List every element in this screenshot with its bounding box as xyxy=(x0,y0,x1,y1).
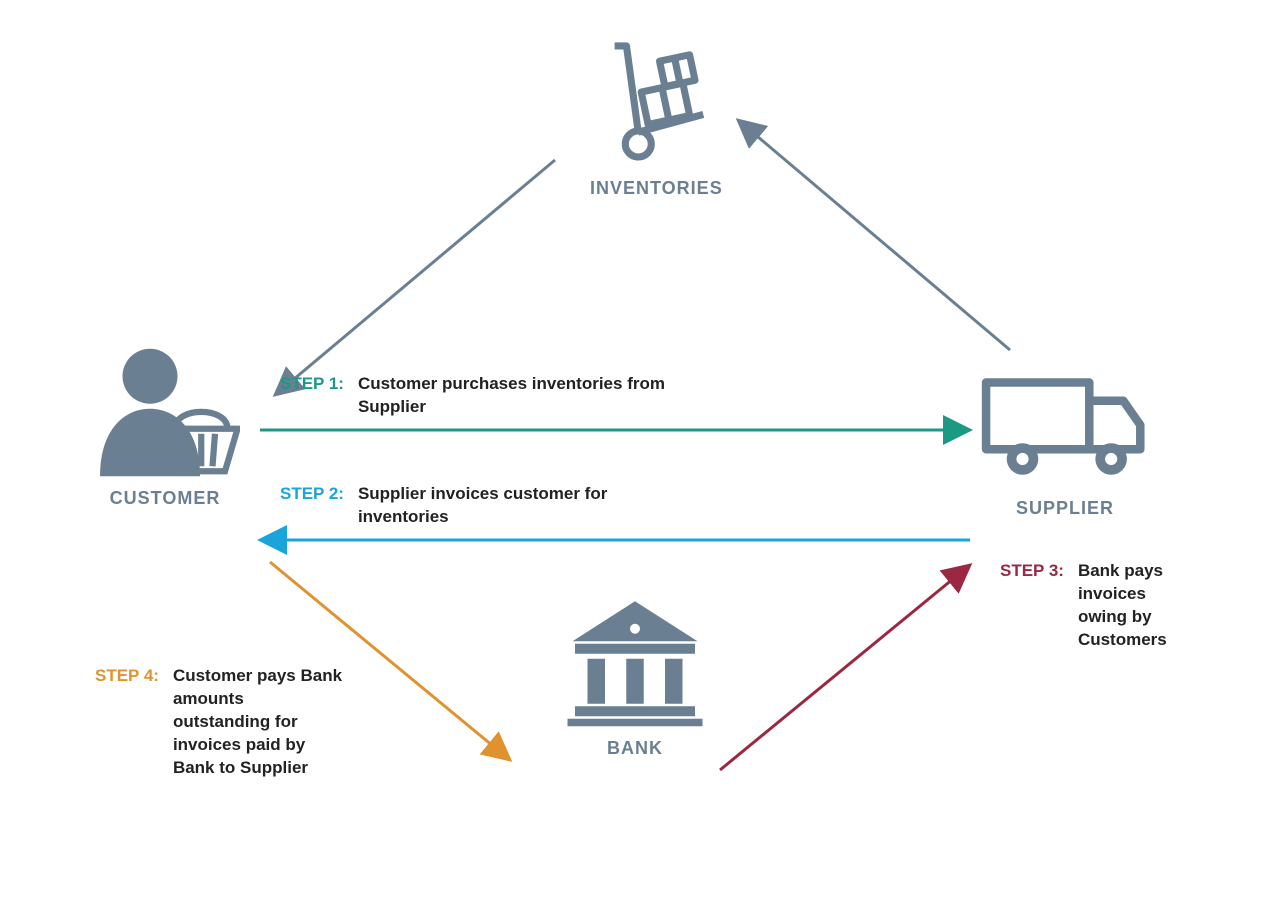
arrow-supplier-to-inventories xyxy=(738,120,1010,350)
bank-icon xyxy=(560,590,710,730)
node-bank: BANK xyxy=(560,590,710,759)
node-customer: CUSTOMER xyxy=(90,340,240,509)
step4-label: STEP 4: Customer pays Bank amounts outst… xyxy=(95,665,343,780)
bank-label: BANK xyxy=(607,738,663,759)
supplier-label: SUPPLIER xyxy=(1016,498,1114,519)
customer-label: CUSTOMER xyxy=(110,488,221,509)
step1-label: STEP 1: Customer purchases inventories f… xyxy=(280,373,678,419)
arrow-step3 xyxy=(720,565,970,770)
inventories-label: INVENTORIES xyxy=(590,178,723,199)
truck-icon xyxy=(980,360,1150,490)
supply-chain-finance-diagram: INVENTORIES CUSTOM xyxy=(0,0,1276,910)
step3-number: STEP 3: xyxy=(1000,560,1064,583)
node-inventories: INVENTORIES xyxy=(590,40,723,199)
step4-description: Customer pays Bank amounts outstanding f… xyxy=(173,665,343,780)
node-supplier: SUPPLIER xyxy=(980,360,1150,519)
step1-description: Customer purchases inventories from Supp… xyxy=(358,373,678,419)
step2-description: Supplier invoices customer for inventori… xyxy=(358,483,658,529)
customer-icon xyxy=(90,340,240,480)
step2-label: STEP 2: Supplier invoices customer for i… xyxy=(280,483,658,529)
step4-number: STEP 4: xyxy=(95,665,159,688)
hand-truck-icon xyxy=(596,40,716,170)
step1-number: STEP 1: xyxy=(280,373,344,396)
step3-description: Bank pays invoices owing by Customers xyxy=(1078,560,1198,652)
arrow-inventories-to-customer xyxy=(275,160,555,395)
step3-label: STEP 3: Bank pays invoices owing by Cust… xyxy=(1000,560,1198,652)
step2-number: STEP 2: xyxy=(280,483,344,506)
